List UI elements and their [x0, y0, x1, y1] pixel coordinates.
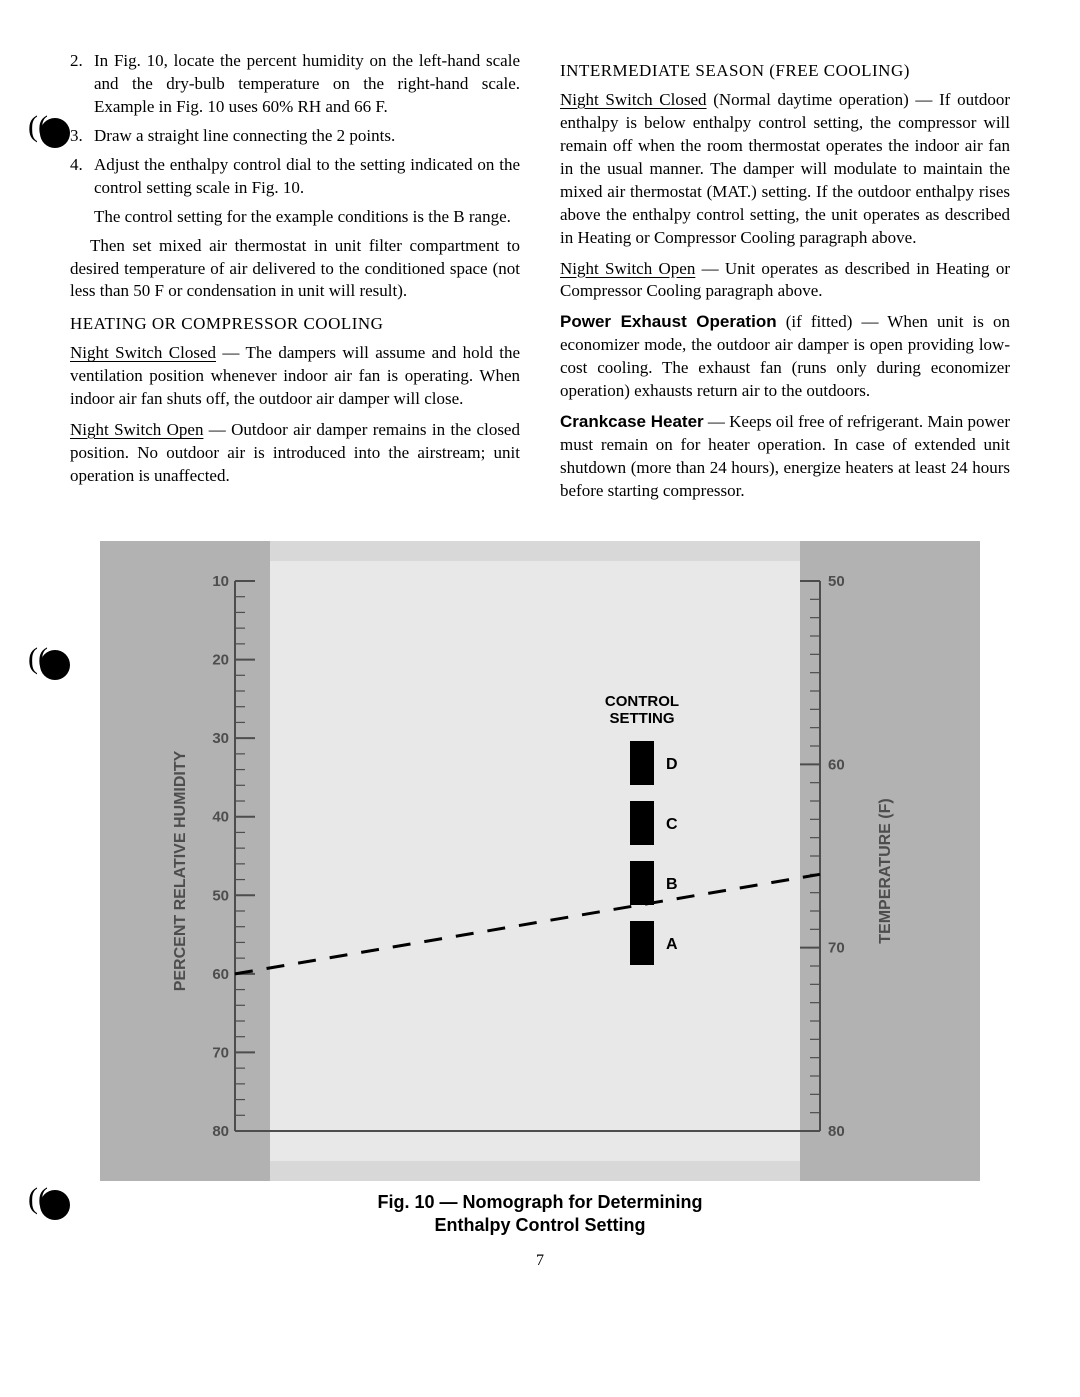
list-text: Adjust the enthalpy control dial to the …	[94, 154, 520, 229]
paragraph: Then set mixed air thermostat in unit fi…	[70, 235, 520, 304]
svg-text:B: B	[666, 876, 678, 893]
svg-text:60: 60	[212, 966, 229, 983]
run-underline: Night Switch Closed	[70, 343, 216, 362]
paragraph: Night Switch Closed (Normal daytime oper…	[560, 89, 1010, 250]
right-column: INTERMEDIATE SEASON (FREE COOLING) Night…	[560, 50, 1010, 511]
caption-line: Fig. 10 — Nomograph for Determining	[377, 1192, 702, 1212]
svg-text:80: 80	[212, 1123, 229, 1140]
figure-caption: Fig. 10 — Nomograph for Determining Enth…	[70, 1191, 1010, 1238]
svg-text:CONTROL: CONTROL	[605, 693, 679, 710]
text-columns: 2. In Fig. 10, locate the percent humidi…	[70, 50, 1010, 511]
run-bold: Power Exhaust Operation	[560, 312, 777, 331]
svg-text:50: 50	[212, 887, 229, 904]
list-text-extra: The control setting for the example cond…	[94, 206, 520, 229]
svg-text:PERCENT RELATIVE HUMIDITY: PERCENT RELATIVE HUMIDITY	[172, 750, 189, 991]
paragraph: Night Switch Closed — The dampers will a…	[70, 342, 520, 411]
list-item: 4. Adjust the enthalpy control dial to t…	[70, 154, 520, 229]
svg-text:D: D	[666, 756, 678, 773]
run-underline: Night Switch Closed	[560, 90, 707, 109]
list-number: 3.	[70, 125, 94, 148]
list-text-main: Adjust the enthalpy control dial to the …	[94, 155, 520, 197]
run-underline: Night Switch Open	[70, 420, 203, 439]
svg-text:60: 60	[828, 756, 845, 773]
left-column: 2. In Fig. 10, locate the percent humidi…	[70, 50, 520, 511]
section-heading: HEATING OR COMPRESSOR COOLING	[70, 313, 520, 336]
svg-text:40: 40	[212, 809, 229, 826]
run-text: (if fitted) —	[777, 312, 888, 331]
run-text: (Normal daytime operation) —	[707, 90, 940, 109]
svg-text:10: 10	[212, 573, 229, 590]
paragraph: Night Switch Open — Outdoor air damper r…	[70, 419, 520, 488]
caption-line: Enthalpy Control Setting	[435, 1215, 646, 1235]
list-number: 4.	[70, 154, 94, 229]
punch-hole-icon	[40, 650, 70, 680]
svg-text:SETTING: SETTING	[609, 710, 674, 727]
list-number: 2.	[70, 50, 94, 119]
paragraph: Night Switch Open — Unit operates as des…	[560, 258, 1010, 304]
list-item: 3. Draw a straight line connecting the 2…	[70, 125, 520, 148]
punch-hole-icon	[40, 1190, 70, 1220]
list-text: In Fig. 10, locate the percent humidity …	[94, 50, 520, 119]
svg-text:30: 30	[212, 730, 229, 747]
punch-hole-icon	[40, 118, 70, 148]
svg-text:70: 70	[212, 1044, 229, 1061]
svg-text:A: A	[666, 936, 678, 953]
run-underline: Night Switch Open	[560, 259, 695, 278]
page-number: 7	[70, 1252, 1010, 1270]
svg-text:70: 70	[828, 940, 845, 957]
paragraph: Crankcase Heater — Keeps oil free of ref…	[560, 411, 1010, 503]
list-item: 2. In Fig. 10, locate the percent humidi…	[70, 50, 520, 119]
nomograph-chart: 10 20 30 40 50 60 70 80 50 60 70 80 PERCENT RELATI…	[100, 541, 980, 1181]
svg-text:TEMPERATURE (F): TEMPERATURE (F)	[877, 798, 894, 943]
list-text: Draw a straight line connecting the 2 po…	[94, 125, 520, 148]
svg-text:50: 50	[828, 573, 845, 590]
run-text: If outdoor enthalpy is below enthalpy co…	[560, 90, 1010, 247]
svg-text:20: 20	[212, 651, 229, 668]
svg-text:C: C	[666, 816, 678, 833]
svg-text:80: 80	[828, 1123, 845, 1140]
run-bold: Crankcase Heater	[560, 412, 704, 431]
section-heading: INTERMEDIATE SEASON (FREE COOLING)	[560, 60, 1010, 83]
paragraph: Power Exhaust Operation (if fitted) — Wh…	[560, 311, 1010, 403]
chart-svg: 10 20 30 40 50 60 70 80 50 60 70 80 PERCENT RELATI…	[100, 541, 980, 1181]
